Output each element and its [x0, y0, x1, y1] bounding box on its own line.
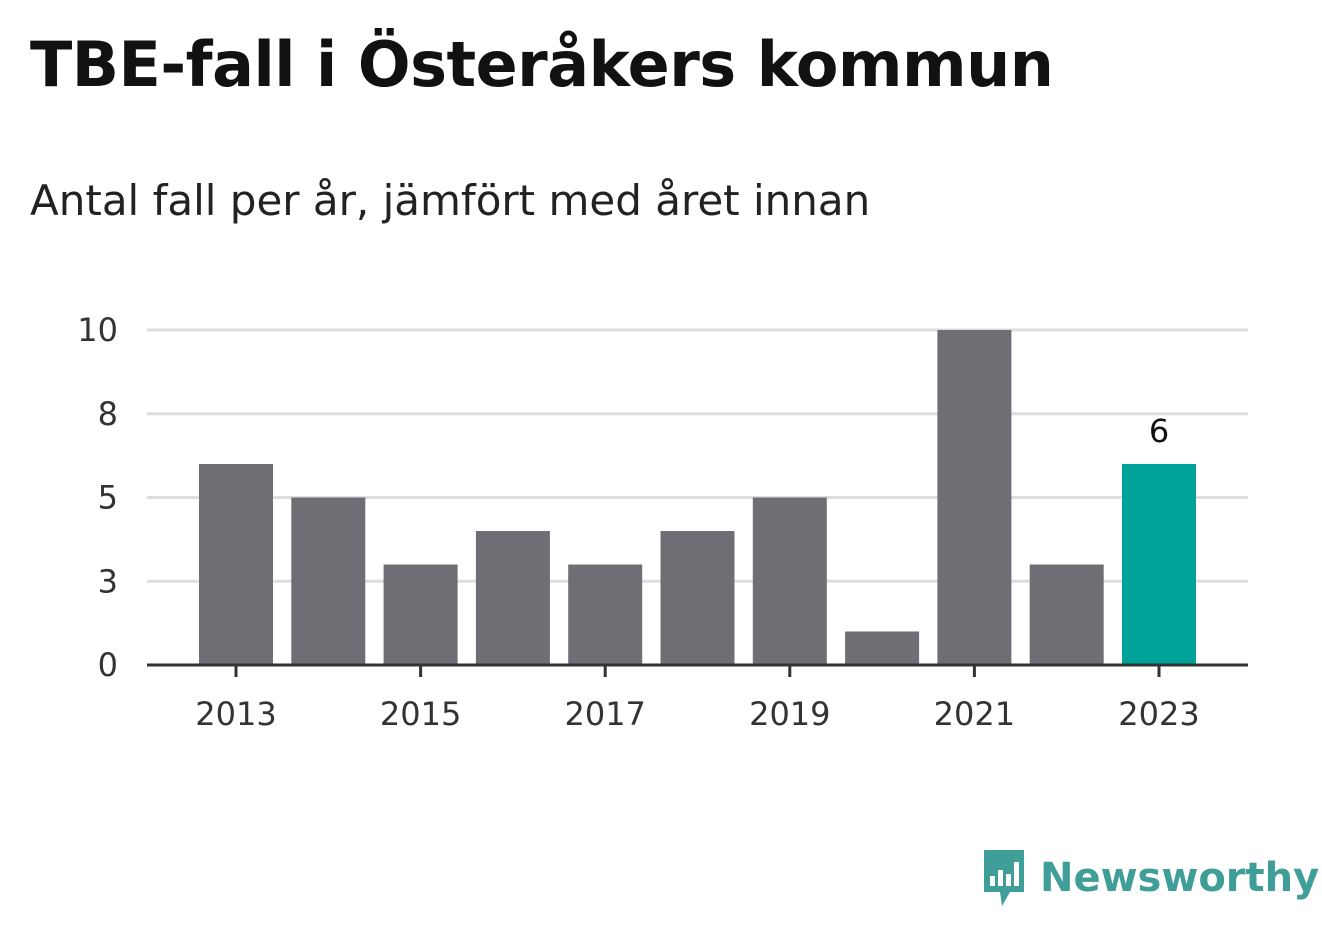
bar-2014 [291, 497, 366, 665]
bar-2021 [937, 330, 1012, 665]
x-tick-label: 2017 [564, 695, 645, 733]
data-label: 6 [1149, 412, 1169, 450]
bar-2018 [660, 531, 735, 665]
x-tick-label: 2015 [380, 695, 461, 733]
bar-2015 [383, 564, 458, 665]
bar-2017 [568, 564, 643, 665]
bar-2013 [199, 464, 273, 665]
x-tick-label: 2021 [934, 695, 1015, 733]
x-tick-label: 2013 [195, 695, 276, 733]
bar-2022 [1029, 564, 1104, 665]
y-tick-label: 8 [98, 395, 118, 433]
y-tick-label: 10 [77, 311, 118, 349]
bar-2019 [752, 497, 827, 665]
chart-title: TBE-fall i Österåkers kommun [30, 28, 1054, 101]
bar-2023 [1122, 464, 1196, 665]
chart-subtitle: Antal fall per år, jämfört med året inna… [30, 176, 871, 225]
brand-name: Newsworthy [1040, 855, 1320, 901]
bar-2016 [475, 531, 550, 665]
brand-logo: Newsworthy [980, 848, 1319, 908]
bar-2020 [845, 631, 920, 665]
x-tick-label: 2023 [1118, 695, 1199, 733]
x-tick-label: 2019 [749, 695, 830, 733]
newsworthy-logo-icon [984, 850, 1024, 906]
y-tick-label: 5 [98, 479, 118, 517]
y-tick-label: 3 [98, 562, 118, 600]
y-tick-label: 0 [98, 646, 118, 684]
